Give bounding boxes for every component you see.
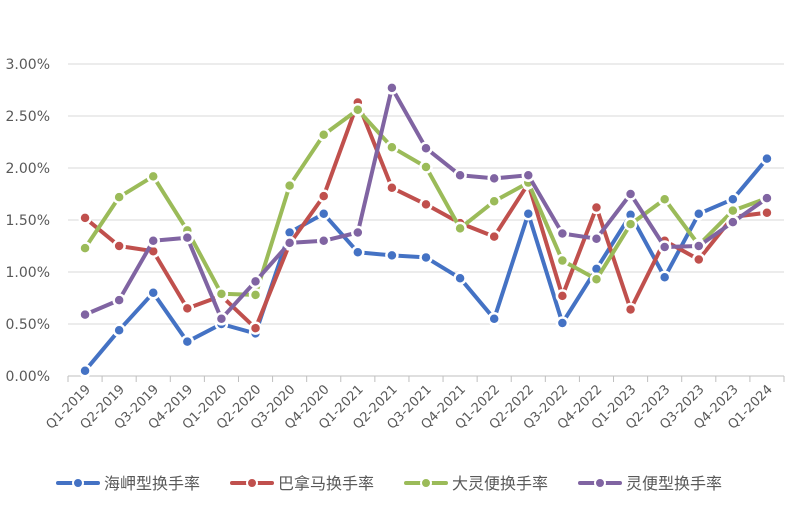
data-point bbox=[78, 211, 92, 225]
data-point bbox=[78, 241, 92, 255]
data-point bbox=[726, 192, 740, 206]
data-point bbox=[589, 272, 604, 287]
data-point bbox=[248, 321, 263, 335]
data-point bbox=[385, 248, 399, 263]
x-axis-ticks: Q1-2019Q2-2019Q3-2019Q4-2019Q1-2020Q2-20… bbox=[43, 382, 775, 432]
data-point bbox=[146, 169, 160, 184]
data-point bbox=[316, 207, 331, 221]
data-point bbox=[657, 240, 672, 254]
data-point bbox=[180, 334, 195, 349]
data-point bbox=[180, 301, 195, 316]
data-point bbox=[521, 168, 536, 183]
legend-item: 大灵便换手率 bbox=[404, 474, 548, 493]
data-point bbox=[316, 127, 331, 142]
data-point bbox=[453, 221, 467, 236]
data-point bbox=[692, 239, 706, 253]
data-point bbox=[453, 271, 467, 285]
data-point bbox=[760, 205, 774, 220]
data-point bbox=[487, 312, 501, 326]
legend-item: 海岬型换手率 bbox=[56, 474, 200, 493]
data-point bbox=[555, 253, 570, 268]
data-point bbox=[555, 289, 570, 303]
data-point bbox=[112, 239, 126, 253]
data-point bbox=[385, 181, 399, 195]
legend-label: 巴拿马换手率 bbox=[278, 474, 374, 493]
series-lines bbox=[78, 81, 774, 378]
data-point bbox=[487, 171, 501, 186]
data-point bbox=[521, 207, 536, 221]
data-point bbox=[692, 207, 706, 221]
legend-label: 海岬型换手率 bbox=[104, 474, 200, 493]
data-point bbox=[623, 217, 638, 231]
y-tick-label: 1.50% bbox=[6, 213, 50, 229]
data-point bbox=[282, 178, 297, 193]
series-group bbox=[78, 95, 774, 335]
data-point bbox=[78, 364, 92, 378]
data-point bbox=[692, 252, 706, 267]
legend-item: 巴拿马换手率 bbox=[230, 474, 374, 493]
data-point bbox=[180, 230, 195, 245]
data-point bbox=[112, 293, 126, 307]
data-point bbox=[726, 215, 740, 229]
legend-item: 灵便型换手率 bbox=[578, 474, 722, 493]
legend-marker bbox=[246, 477, 258, 489]
legend-label: 大灵便换手率 bbox=[452, 474, 548, 493]
data-point bbox=[726, 203, 740, 218]
y-tick-label: 0.50% bbox=[6, 317, 50, 333]
data-point bbox=[112, 323, 126, 337]
data-point bbox=[487, 194, 501, 209]
data-point bbox=[487, 229, 501, 244]
data-point bbox=[419, 250, 433, 265]
data-point bbox=[419, 197, 433, 212]
data-point bbox=[760, 191, 774, 205]
data-point bbox=[589, 200, 604, 215]
legend-label: 灵便型换手率 bbox=[626, 474, 722, 493]
data-point bbox=[146, 234, 160, 248]
legend-marker bbox=[72, 477, 84, 489]
legend-marker bbox=[594, 477, 606, 489]
data-point bbox=[146, 286, 160, 300]
data-point bbox=[248, 288, 263, 302]
data-point bbox=[78, 307, 92, 322]
data-point bbox=[351, 103, 365, 117]
data-point bbox=[623, 302, 638, 317]
data-point bbox=[316, 234, 331, 248]
data-point bbox=[316, 189, 331, 203]
data-point bbox=[419, 160, 433, 174]
data-point bbox=[760, 151, 774, 166]
y-axis-ticks: 0.00% 0.50% 1.00% 1.50% 2.00% 2.50% 3.00% bbox=[6, 57, 50, 385]
data-point bbox=[351, 225, 365, 240]
data-point bbox=[282, 236, 297, 250]
y-tick-label: 2.50% bbox=[6, 109, 50, 125]
data-point bbox=[385, 140, 399, 154]
data-point bbox=[589, 231, 604, 246]
series-line bbox=[83, 100, 769, 331]
data-point bbox=[555, 226, 570, 241]
y-tick-label: 2.00% bbox=[6, 161, 50, 177]
data-point bbox=[453, 168, 467, 183]
grid-lines bbox=[68, 63, 784, 325]
x-axis bbox=[67, 375, 785, 382]
legend-marker bbox=[420, 477, 432, 489]
data-point bbox=[657, 270, 672, 284]
data-point bbox=[385, 81, 399, 95]
data-point bbox=[555, 316, 570, 330]
y-tick-label: 0.00% bbox=[6, 369, 50, 385]
data-point bbox=[248, 274, 263, 289]
series-group bbox=[78, 151, 774, 378]
data-point bbox=[657, 192, 672, 206]
data-point bbox=[623, 187, 638, 201]
data-point bbox=[112, 190, 126, 204]
y-tick-label: 1.00% bbox=[6, 265, 50, 281]
data-point bbox=[214, 287, 229, 301]
y-tick-label: 3.00% bbox=[6, 57, 50, 73]
data-point bbox=[419, 141, 433, 155]
data-point bbox=[214, 312, 229, 326]
data-point bbox=[351, 245, 365, 259]
legend: 海岬型换手率 巴拿马换手率 大灵便换手率 灵便型换手率 bbox=[56, 474, 722, 493]
series-group bbox=[78, 81, 774, 326]
